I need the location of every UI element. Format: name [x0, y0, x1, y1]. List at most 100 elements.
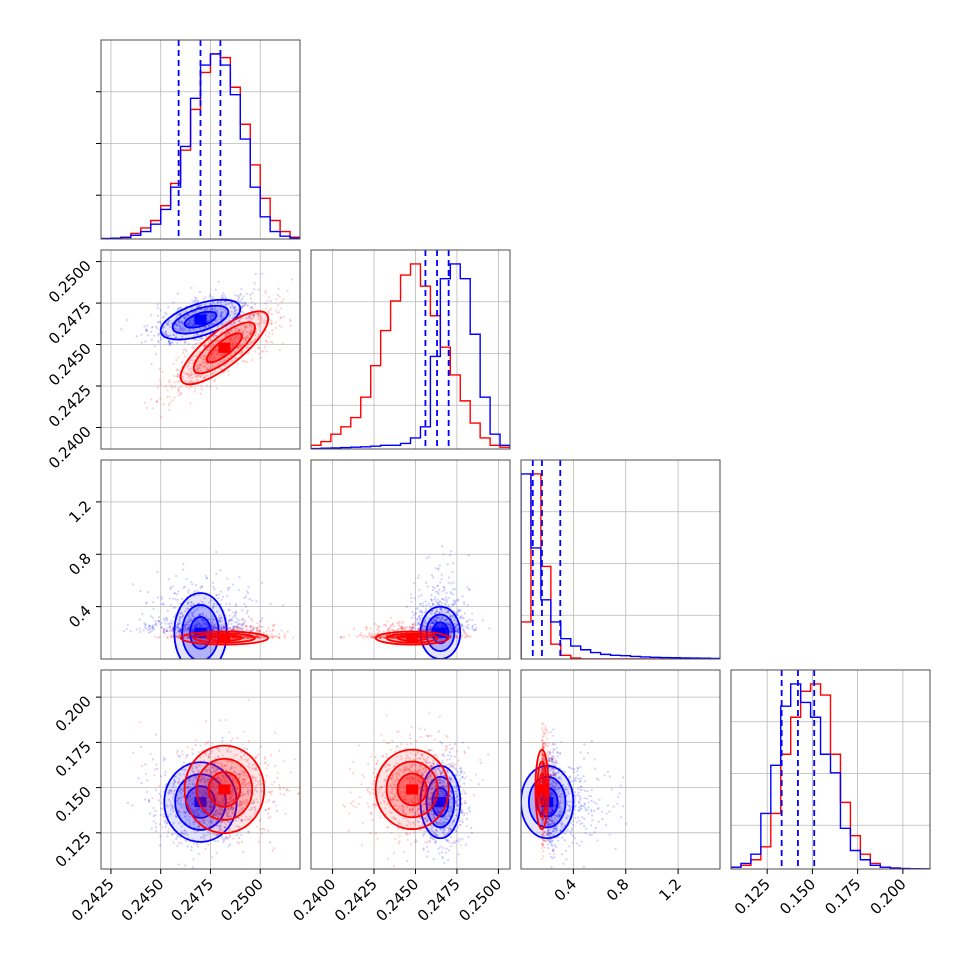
scatter-point [210, 806, 213, 809]
scatter-point [210, 771, 214, 774]
scatter-point [241, 783, 244, 786]
scatter-point [463, 600, 466, 604]
scatter-point [406, 625, 409, 629]
scatter-point [234, 351, 237, 354]
scatter-point [178, 772, 181, 775]
scatter-point [237, 308, 240, 311]
scatter-point [441, 623, 444, 627]
scatter-point [184, 814, 187, 818]
scatter-point [267, 335, 270, 338]
scatter-point [481, 619, 484, 622]
scatter-point [226, 577, 229, 580]
scatter-point [427, 627, 431, 630]
scatter-point [199, 626, 202, 629]
scatter-point [191, 636, 194, 639]
scatter-point [154, 809, 157, 813]
scatter-point [182, 371, 185, 374]
scatter-point [170, 384, 173, 387]
scatter-point [175, 324, 178, 328]
scatter-point [474, 628, 477, 631]
scatter-point [190, 580, 193, 584]
scatter-point [183, 329, 186, 332]
scatter-point [196, 299, 199, 302]
scatter-point [274, 309, 277, 312]
panel-1-0 [100, 249, 301, 450]
scatter-point [219, 627, 223, 630]
scatter-point [436, 601, 439, 604]
scatter-point [150, 827, 153, 830]
scatter-point [430, 599, 433, 603]
scatter-point [228, 627, 231, 630]
scatter-point [262, 631, 265, 635]
scatter-point [172, 792, 175, 796]
scatter-point [234, 610, 238, 613]
scatter-point [182, 562, 185, 565]
scatter-point [249, 624, 252, 627]
scatter-point [187, 601, 190, 604]
scatter-point [418, 595, 421, 598]
scatter-point [237, 627, 240, 630]
scatter-point [209, 385, 212, 388]
scatter-point [233, 636, 237, 639]
scatter-point [230, 301, 233, 304]
scatter-point [450, 627, 453, 631]
scatter-point [448, 629, 452, 632]
scatter-point [267, 634, 271, 638]
scatter-point [214, 308, 217, 311]
scatter-point [447, 603, 451, 607]
scatter-point [219, 624, 222, 628]
scatter-point [180, 768, 184, 771]
scatter-point [202, 794, 205, 797]
scatter-point [154, 733, 158, 736]
scatter-point [463, 631, 466, 634]
scatter-point [224, 296, 227, 299]
scatter-point [259, 319, 262, 322]
scatter-point [169, 334, 172, 337]
scatter-point [177, 822, 180, 825]
scatter-point [260, 350, 264, 353]
scatter-point [200, 356, 203, 360]
scatter-point [200, 776, 203, 779]
scatter-point [195, 589, 198, 592]
scatter-point [173, 374, 176, 377]
scatter-point [177, 313, 180, 316]
scatter-point [243, 325, 246, 328]
scatter-point [220, 623, 223, 627]
scatter-point [387, 627, 390, 630]
scatter-point [249, 625, 252, 628]
scatter-point [233, 625, 236, 628]
scatter-point [292, 636, 295, 639]
scatter-point [237, 626, 241, 629]
scatter-point [430, 621, 433, 624]
scatter-point [382, 636, 386, 639]
scatter-point [192, 624, 195, 628]
scatter-point [154, 822, 158, 825]
scatter-point [149, 628, 152, 631]
scatter-point [204, 312, 207, 316]
scatter-point [368, 634, 371, 637]
scatter-point [141, 612, 144, 616]
scatter-point [198, 364, 201, 367]
scatter-point [423, 628, 426, 632]
scatter-point [156, 399, 159, 402]
scatter-point [237, 334, 240, 337]
scatter-point [448, 628, 451, 632]
scatter-point [418, 589, 421, 592]
scatter-point [212, 770, 215, 773]
scatter-point [187, 621, 190, 624]
scatter-point [211, 615, 214, 618]
scatter-point [240, 302, 243, 305]
scatter-point [205, 577, 208, 580]
scatter-point [145, 330, 149, 333]
scatter-point [219, 802, 222, 805]
scatter-point [214, 626, 217, 629]
scatter-point [252, 315, 255, 318]
scatter-point [206, 374, 209, 377]
scatter-point [213, 761, 217, 764]
scatter-point [208, 319, 212, 322]
scatter-point [220, 835, 223, 838]
scatter-point [447, 610, 450, 614]
scatter-point [421, 628, 425, 631]
scatter-point [234, 308, 237, 311]
scatter-point [359, 632, 363, 635]
